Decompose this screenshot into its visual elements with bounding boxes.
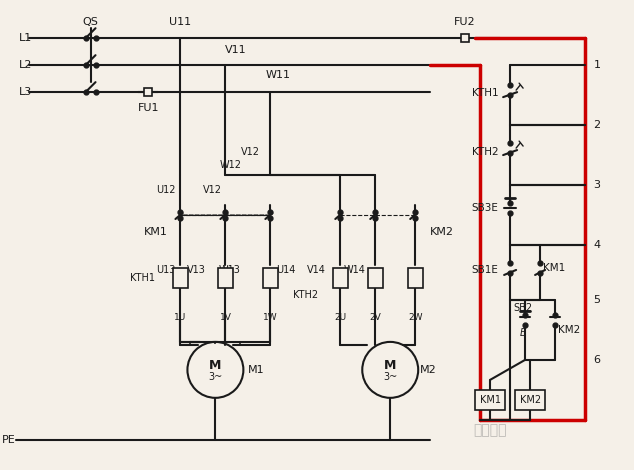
Text: KM1: KM1 <box>543 263 566 273</box>
Text: FU1: FU1 <box>138 103 159 113</box>
Text: U11: U11 <box>169 17 191 27</box>
Text: U12: U12 <box>156 185 176 195</box>
Bar <box>174 268 188 288</box>
Text: V14: V14 <box>306 265 325 275</box>
Text: W14: W14 <box>344 265 365 275</box>
Text: 2: 2 <box>593 120 600 130</box>
Text: SB3E: SB3E <box>471 203 498 213</box>
Bar <box>475 390 505 410</box>
Text: QS: QS <box>82 17 98 27</box>
Text: M2: M2 <box>420 365 437 375</box>
Text: L3: L3 <box>18 87 32 97</box>
Bar <box>145 88 152 96</box>
Text: V12: V12 <box>241 147 260 157</box>
Text: KTH2: KTH2 <box>293 290 318 300</box>
Text: L1: L1 <box>18 33 32 43</box>
Text: M: M <box>384 360 396 372</box>
Text: KM1: KM1 <box>480 395 501 405</box>
Text: 1V: 1V <box>219 313 231 322</box>
Text: 3: 3 <box>593 180 600 190</box>
Text: SB1E: SB1E <box>471 265 498 275</box>
Text: U13: U13 <box>156 265 176 275</box>
Bar <box>333 268 348 288</box>
Text: M1: M1 <box>249 365 265 375</box>
Text: 4: 4 <box>593 240 600 250</box>
Text: W11: W11 <box>266 70 291 80</box>
Text: U14: U14 <box>276 265 295 275</box>
Text: W13: W13 <box>219 265 240 275</box>
Text: KM1: KM1 <box>143 227 167 237</box>
Text: 2V: 2V <box>370 313 381 322</box>
Text: 6: 6 <box>593 355 600 365</box>
Text: M: M <box>209 360 222 372</box>
Text: 1W: 1W <box>263 313 278 322</box>
Text: V13: V13 <box>186 265 205 275</box>
Text: KM2: KM2 <box>519 395 541 405</box>
Text: L2: L2 <box>18 60 32 70</box>
Text: 3~: 3~ <box>209 372 223 382</box>
Text: 1U: 1U <box>174 313 186 322</box>
Bar <box>461 34 469 42</box>
Text: KTH1: KTH1 <box>131 273 155 283</box>
Text: FU2: FU2 <box>455 17 476 27</box>
Text: V11: V11 <box>224 45 246 55</box>
Text: KM2: KM2 <box>430 227 454 237</box>
Text: V12: V12 <box>204 185 223 195</box>
Bar <box>515 390 545 410</box>
Bar <box>368 268 383 288</box>
Bar <box>408 268 424 288</box>
Text: KM2: KM2 <box>558 325 580 335</box>
Text: 电工天下: 电工天下 <box>474 423 507 437</box>
Text: PE: PE <box>2 435 16 445</box>
Text: KTH1: KTH1 <box>472 88 498 98</box>
Text: W12: W12 <box>219 160 242 170</box>
Text: 5: 5 <box>593 295 600 305</box>
Text: SB2: SB2 <box>514 303 533 313</box>
Text: 2U: 2U <box>334 313 346 322</box>
Bar <box>218 268 233 288</box>
Text: 3~: 3~ <box>383 372 398 382</box>
Text: KTH2: KTH2 <box>472 147 498 157</box>
Bar <box>263 268 278 288</box>
Text: 1: 1 <box>593 60 600 70</box>
Text: E: E <box>520 328 526 338</box>
Text: 2W: 2W <box>408 313 422 322</box>
